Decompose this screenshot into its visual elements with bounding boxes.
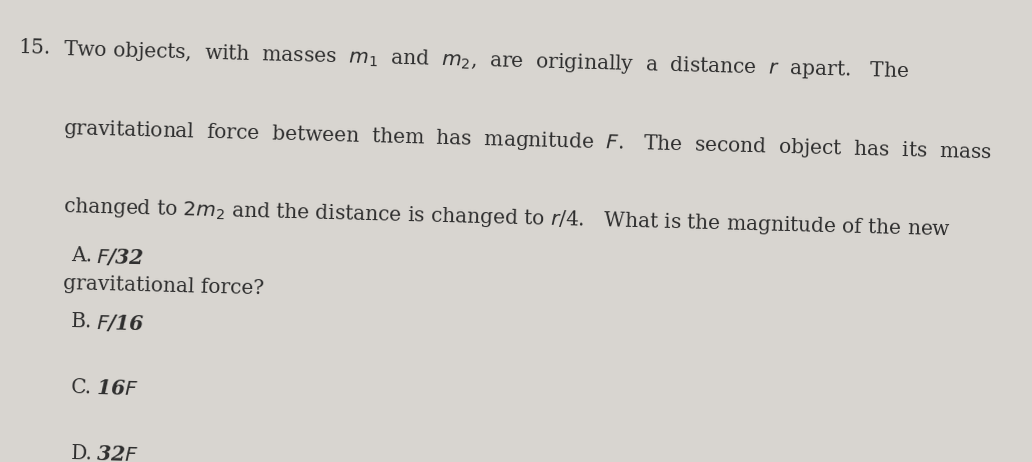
Text: changed to $2m_2$ and the distance is changed to $r$/4.   What is the magnitude : changed to $2m_2$ and the distance is ch…	[63, 195, 950, 242]
Text: gravitational  force  between  them  has  magnitude  $F$.   The  second  object : gravitational force between them has mag…	[63, 117, 992, 164]
Text: $F$/16: $F$/16	[96, 312, 146, 334]
Text: 15.: 15.	[18, 38, 51, 58]
Text: D.: D.	[71, 444, 93, 462]
Text: B.: B.	[71, 312, 93, 332]
Text: C.: C.	[71, 378, 93, 398]
Text: Two objects,  with  masses  $m_1$  and  $m_2$,  are  originally  a  distance  $r: Two objects, with masses $m_1$ and $m_2$…	[63, 38, 909, 83]
Text: 32$F$: 32$F$	[96, 444, 138, 462]
Text: gravitational force?: gravitational force?	[63, 274, 264, 298]
Text: 16$F$: 16$F$	[96, 378, 138, 399]
Text: $F$/32: $F$/32	[96, 246, 146, 269]
Text: A.: A.	[71, 246, 93, 266]
